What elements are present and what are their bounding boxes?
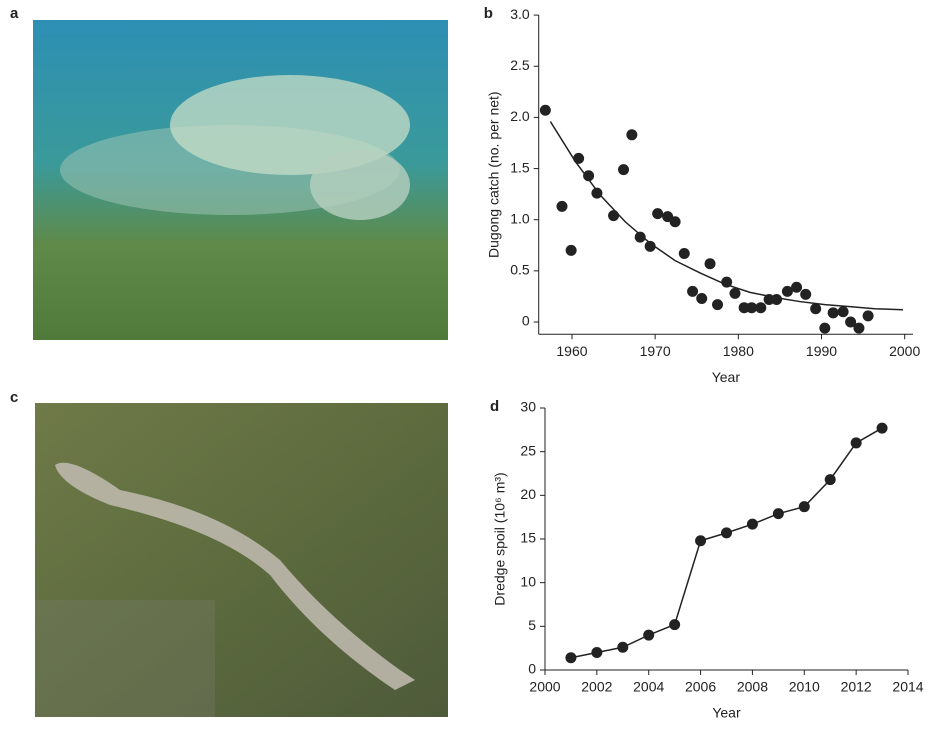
x-tick-label: 1990 [806,343,837,359]
point [863,310,874,321]
y-tick-label: 0 [528,661,536,677]
panel-label: b [484,5,493,22]
point [810,303,821,314]
y-axis-label: Dredge spoil (10⁶ m³) [492,472,508,605]
point [791,282,802,293]
x-tick-label: 2000 [889,343,920,359]
point [679,248,690,259]
point [851,437,862,448]
x-tick-label: 1960 [556,343,587,359]
point [695,535,706,546]
y-tick-label: 0 [522,313,530,329]
y-tick-label: 3.0 [510,6,530,22]
point [573,153,584,164]
point [643,630,654,641]
panel-label: a [10,5,19,22]
x-tick-label: 2014 [892,679,923,695]
point [771,294,782,305]
point [566,245,577,256]
point [800,289,811,300]
point [626,129,637,140]
y-tick-label: 1.0 [510,210,530,226]
point [825,474,836,485]
x-tick-label: 2012 [841,679,872,695]
point [712,299,723,310]
point [565,652,576,663]
point [591,647,602,658]
photo-c [35,403,448,717]
y-tick-label: 30 [520,399,536,415]
point [877,423,888,434]
point [696,293,707,304]
x-tick-label: 2010 [789,679,820,695]
x-tick-label: 1980 [723,343,754,359]
line [571,428,882,658]
x-axis-label: Year [712,369,741,385]
y-tick-label: 1.5 [510,159,530,175]
point [799,501,810,512]
x-tick-label: 2008 [737,679,768,695]
y-tick-label: 0.5 [510,262,530,278]
y-axis-label: Dugong catch (no. per net) [485,91,501,258]
point [747,519,758,530]
point [755,302,766,313]
point [618,164,629,175]
point [556,201,567,212]
point [853,323,864,334]
figure: a c 0 0.5 1.0 1.5 2.0 2.5 3.0 1960 1970 1980 1990 2… [0,0,943,725]
point [540,105,551,116]
point [617,642,628,653]
panel-label: d [490,398,499,415]
point [635,232,646,243]
point [670,216,681,227]
y-tick-label: 2.5 [510,57,530,73]
x-tick-label: 2000 [529,679,560,695]
y-tick-label: 25 [520,442,536,458]
y-tick-label: 10 [520,573,536,589]
point [583,170,594,181]
x-tick-label: 2004 [633,679,664,695]
point [828,307,839,318]
point [819,323,830,334]
point [687,286,698,297]
x-tick-label: 1970 [640,343,671,359]
point [838,306,849,317]
y-tick-label: 2.0 [510,108,530,124]
x-axis-label: Year [712,705,741,721]
panel-label: c [10,389,18,406]
y-tick-label: 5 [528,617,536,633]
point [608,210,619,221]
photo-a [33,20,448,340]
point [652,208,663,219]
point [729,288,740,299]
y-tick-label: 15 [520,530,536,546]
point [591,188,602,199]
y-tick-label: 20 [520,486,536,502]
point [645,241,656,252]
point [721,277,732,288]
point [705,258,716,269]
point [669,619,680,630]
point [773,508,784,519]
x-tick-label: 2002 [581,679,612,695]
point [721,527,732,538]
x-tick-label: 2006 [685,679,716,695]
